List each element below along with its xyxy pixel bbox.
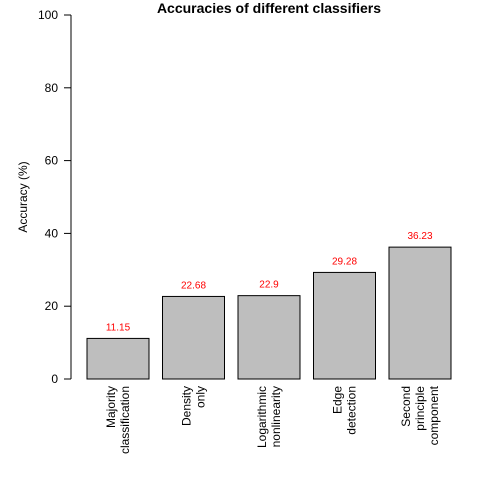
category-label-line: nonlinearity xyxy=(269,386,283,447)
category-label-line: Edge xyxy=(331,386,345,414)
category-label-line: detection xyxy=(345,386,359,435)
category-label-line: Second xyxy=(399,386,413,427)
bar xyxy=(86,337,150,380)
category-label: Logarithmic nonlinearity xyxy=(255,386,283,448)
y-tick-label: 100 xyxy=(38,8,58,22)
data-label: 29.28 xyxy=(332,256,357,267)
data-labels: 11.15 22.68 22.9 29.28 36.23 xyxy=(106,231,433,333)
y-tick-label: 80 xyxy=(45,81,59,95)
category-label: Second principle component xyxy=(399,385,441,445)
category-label: Density only xyxy=(180,386,208,426)
bar xyxy=(162,295,225,380)
y-tick-label: 0 xyxy=(51,372,58,386)
y-axis-label: Accuracy (%) xyxy=(16,161,30,232)
bars xyxy=(86,246,452,380)
category-label: Edge detection xyxy=(331,386,359,435)
category-label-line: only xyxy=(194,386,208,408)
data-label: 22.9 xyxy=(259,280,279,291)
category-label-line: Logarithmic xyxy=(255,386,269,448)
chart-title: Accuracies of different classifiers xyxy=(157,0,381,16)
y-tick-label: 20 xyxy=(45,299,59,313)
data-label: 36.23 xyxy=(407,231,432,242)
bar xyxy=(237,295,301,380)
bar xyxy=(313,271,376,380)
y-axis: 0 20 40 60 80 100 xyxy=(38,8,72,386)
category-label-line: Density xyxy=(180,386,194,426)
data-label: 11.15 xyxy=(106,322,131,333)
y-tick-label: 60 xyxy=(45,154,59,168)
category-labels: Majority classification Density only Logarit… xyxy=(104,385,441,454)
category-label: Majority classification xyxy=(104,386,132,454)
category-label-line: principle xyxy=(413,386,427,431)
category-label-line: classification xyxy=(118,386,132,454)
bar xyxy=(388,246,452,380)
y-tick-label: 40 xyxy=(45,226,59,240)
category-label-line: Majority xyxy=(104,386,118,428)
category-label-line: component xyxy=(427,385,441,445)
data-label: 22.68 xyxy=(181,280,206,291)
